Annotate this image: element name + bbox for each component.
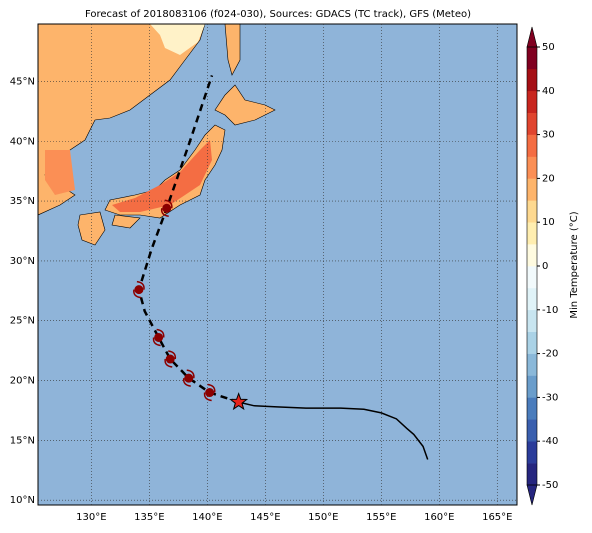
colorbar-segment [527,441,537,464]
x-tick-label: 150°E [308,512,338,523]
colorbar-tick-label: -30 [542,392,558,403]
storm-icon-arms [182,369,195,387]
storm-icon-arms [164,350,177,368]
x-tick-label: 130°E [76,512,106,523]
x-tick-label: 145°E [250,512,280,523]
colorbar-segment [527,266,537,289]
y-tick-label: 25°N [10,316,35,327]
colorbar-tick-label: 20 [542,173,555,184]
y-tick-label: 20°N [10,376,35,387]
x-tick-label: 140°E [192,512,222,523]
honshu [104,124,226,219]
x-tick-label: 160°E [424,512,454,523]
y-tick-label: 35°N [10,196,35,207]
colorbar-tick-label: 40 [542,86,555,97]
colorbar-segment [527,287,537,311]
honshu-warm [112,140,212,212]
y-tick-label: 30°N [10,256,35,267]
colorbar-label: Min Temperature (°C) [569,211,580,318]
colorbar-segment [527,244,537,267]
colorbar-tick-label: 30 [542,130,555,141]
colorbar-tick-label: -10 [542,305,558,316]
colorbar-segment [527,200,537,223]
x-tick-label: 135°E [134,512,164,523]
sakhalin [224,24,241,76]
current-position [229,392,249,411]
past-track [238,401,429,460]
storm-position [205,388,215,398]
colorbar-extend-top [526,26,538,48]
colorbar-segment [527,397,537,420]
hokkaido [214,84,276,126]
land [38,24,276,246]
storm-icon-arms [160,199,173,218]
cold-region [150,24,205,55]
storm-icon-arms [203,383,216,402]
colorbar-segment [527,375,537,398]
storm-position [184,373,194,383]
storm-position [134,285,144,295]
storm-icon-arms [133,280,145,299]
map-frame [37,23,518,506]
forecast-track [137,75,240,404]
colorbar-tick-label: -20 [542,349,558,360]
colorbar-tick-label: 10 [542,217,555,228]
y-tick-label: 40°N [10,136,35,147]
shikoku [111,214,141,229]
colorbar-tick-label: -50 [542,480,558,491]
colorbar-tick-label: 50 [542,42,555,53]
colorbar-segment [527,68,537,92]
colorbar-segment [527,134,537,157]
storm-position [162,203,172,213]
colorbar-segment [527,47,537,70]
colorbar-segment [527,419,537,442]
colorbar-segment [527,178,537,201]
x-tick-label: 155°E [366,512,396,523]
y-tick-label: 15°N [10,435,35,446]
warm-region [45,150,75,195]
mainland [38,24,206,216]
colorbar-segment [527,463,537,486]
x-tick-label: 165°E [482,512,512,523]
y-tick-label: 45°N [10,76,35,87]
colorbar-segment [527,309,537,332]
colorbar-tick-label: 0 [542,261,548,272]
colorbar-segment [527,112,537,135]
colorbar-extend-bottom [526,484,538,506]
storm-position [165,354,175,364]
colorbar-segment [527,156,537,179]
colorbar-segment [527,90,537,113]
storm-position [154,332,164,342]
colorbar-segment [527,331,537,354]
storm-icon-arms [152,328,165,347]
colorbar-segment [527,222,537,245]
y-tick-label: 10°N [10,495,35,506]
colorbar-tick-label: -40 [542,436,558,447]
colorbar-segment [527,353,537,376]
map-title: Forecast of 2018083106 (f024-030), Sourc… [85,9,471,20]
